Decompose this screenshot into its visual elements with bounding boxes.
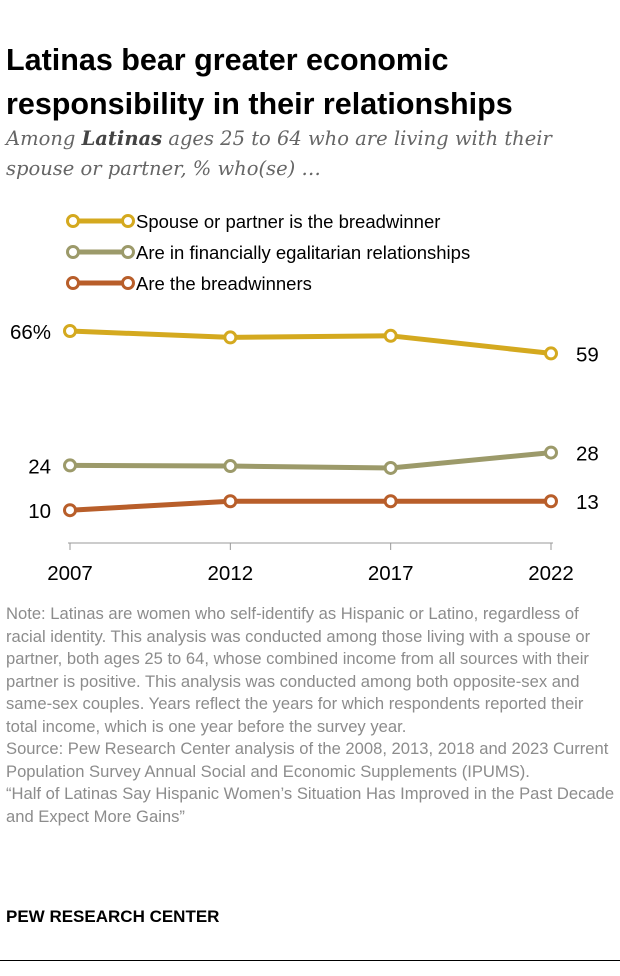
data-point: [63, 458, 77, 473]
chart-title: Latinas bear greater economic responsibi…: [6, 43, 513, 121]
data-point: [63, 324, 77, 338]
subtitle-post: ages 25 to 64 who are living with their …: [6, 127, 552, 180]
chart-subtitle: Among Latinas ages 25 to 64 who are livi…: [6, 124, 606, 184]
legend-swatch-marker: [121, 276, 135, 290]
legend-swatch-marker: [66, 276, 80, 290]
data-point: [223, 330, 238, 345]
data-point: [223, 494, 238, 509]
legend-label: Spouse or partner is the breadwinner: [136, 211, 440, 232]
data-label-end: 13: [576, 491, 599, 514]
brand-logo-text: PEW RESEARCH CENTER: [6, 907, 220, 926]
note-text: Note: Latinas are women who self-identif…: [6, 604, 591, 736]
bottom-rule: [0, 960, 620, 961]
data-point: [383, 328, 398, 343]
data-label-end: 59: [576, 343, 599, 366]
data-point: [63, 503, 77, 518]
data-label-start: 66%: [10, 321, 51, 344]
data-label-end: 28: [576, 443, 599, 466]
legend-swatch-marker: [121, 245, 135, 259]
legend-swatch-marker: [66, 245, 80, 259]
subtitle-pre: Among: [6, 127, 82, 150]
data-point: [383, 460, 398, 475]
chart-notes: Note: Latinas are women who self-identif…: [6, 603, 616, 828]
legend-label: Are in financially egalitarian relations…: [136, 242, 470, 263]
legend-item: Are in financially egalitarian relations…: [66, 242, 470, 263]
data-point: [223, 459, 238, 474]
data-label-start: 24: [28, 455, 51, 478]
data-point: [544, 494, 558, 509]
x-tick-label: 2012: [208, 562, 254, 585]
legend-swatch-marker: [121, 214, 135, 228]
legend-swatch-marker: [66, 214, 80, 228]
x-tick-label: 2022: [528, 562, 574, 585]
series-line: [69, 498, 551, 513]
report-title: “Half of Latinas Say Hispanic Women’s Si…: [6, 784, 615, 826]
data-point: [383, 494, 398, 509]
legend-item: Spouse or partner is the breadwinner: [66, 211, 440, 232]
x-tick-label: 2017: [368, 562, 414, 585]
data-point: [544, 445, 558, 460]
legend-label: Are the breadwinners: [136, 273, 312, 294]
legend-item: Are the breadwinners: [66, 273, 312, 294]
x-tick-label: 2007: [47, 562, 93, 585]
data-label-start: 10: [28, 500, 51, 523]
data-point: [544, 346, 558, 361]
series-line: [69, 328, 552, 356]
line-chart: Spouse or partner is the breadwinner Are …: [10, 211, 599, 585]
source-text: Source: Pew Research Center analysis of …: [6, 739, 609, 781]
subtitle-bold: Latinas: [81, 127, 163, 150]
series-line: [69, 450, 552, 471]
